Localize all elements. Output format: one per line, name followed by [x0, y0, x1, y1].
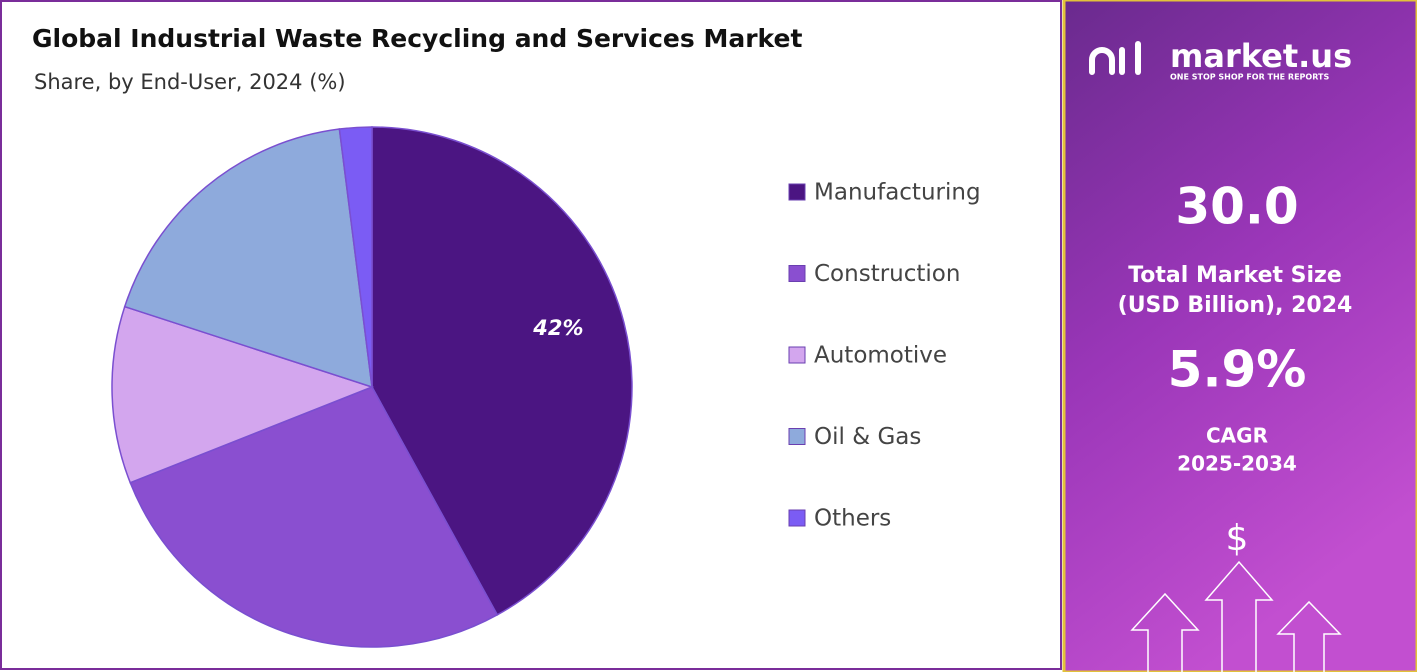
- legend-swatch: [788, 265, 806, 282]
- cagr-value: 5.9%: [1168, 341, 1307, 399]
- pie: 42%: [111, 126, 633, 648]
- data-label: 42%: [532, 316, 583, 340]
- legend: Manufacturing Construction Automotive Oil &…: [788, 180, 981, 532]
- pie-slice: [129, 386, 499, 648]
- pie-slice: [371, 126, 633, 616]
- dollar-icon: $: [1226, 518, 1249, 559]
- legend-swatch: [788, 346, 806, 364]
- legend-label: Manufacturing: [814, 180, 981, 206]
- market-size-label: Total Market Size: [1128, 263, 1342, 288]
- pie-slice: [111, 305, 375, 484]
- brand-logo: [1089, 41, 1141, 75]
- brand-name: market.us: [1170, 37, 1352, 75]
- market-size-label: (USD Billion), 2024: [1118, 293, 1353, 318]
- legend-swatch: [788, 428, 806, 445]
- pie-slice: [338, 126, 373, 388]
- chart-subtitle: Share, by End-User, 2024 (%): [34, 70, 346, 94]
- legend-label: Others: [814, 506, 891, 532]
- arrows-decoration: [1130, 560, 1342, 672]
- cagr-label: CAGR: [1206, 424, 1268, 448]
- chart-title: Global Industrial Waste Recycling and Se…: [32, 24, 802, 53]
- legend-label: Oil & Gas: [814, 424, 921, 450]
- legend-swatch: [788, 509, 806, 527]
- market-size: 30.0: [1175, 178, 1298, 236]
- brand-tagline: ONE STOP SHOP FOR THE REPORTS: [1170, 73, 1329, 82]
- cagr-label: 2025-2034: [1177, 452, 1297, 476]
- legend-label: Automotive: [814, 343, 947, 369]
- panel-border: [1062, 0, 1417, 672]
- legend-swatch: [788, 183, 806, 201]
- side-panel: [1064, 0, 1417, 672]
- legend-label: Construction: [814, 261, 960, 287]
- pie-slice: [123, 128, 373, 389]
